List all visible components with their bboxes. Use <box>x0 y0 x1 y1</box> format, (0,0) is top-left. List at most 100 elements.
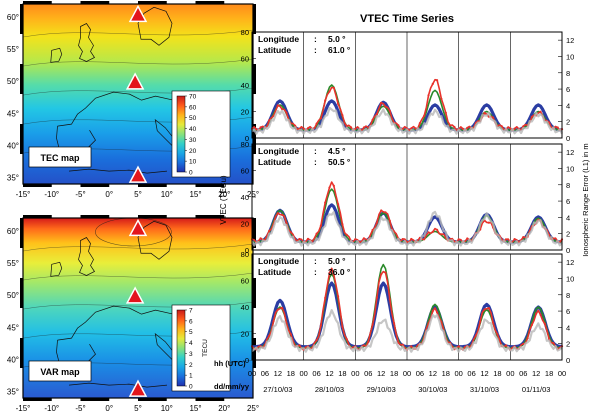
ytick-right-label: 8 <box>566 291 570 300</box>
frame-tick <box>20 278 23 308</box>
data-point <box>535 312 538 315</box>
data-point <box>281 306 284 309</box>
frame-tick <box>138 1 167 4</box>
ytick-right-label: 2 <box>566 340 570 349</box>
data-point <box>492 321 495 324</box>
coastline <box>78 237 96 276</box>
data-point <box>457 238 460 241</box>
lon-tick-label: -5° <box>75 404 85 412</box>
lon-tick-label: 15° <box>189 190 201 199</box>
frame-tick <box>253 278 256 308</box>
hour-tick-label: 06 <box>519 369 527 378</box>
data-point <box>371 228 374 232</box>
hour-tick-label: 06 <box>312 369 320 378</box>
data-point <box>268 119 271 122</box>
lat-tick-label: 40° <box>7 141 19 150</box>
hour-tick-label: 18 <box>287 369 295 378</box>
data-point <box>393 322 396 325</box>
date-label: 28/10/03 <box>315 385 344 394</box>
data-point <box>388 219 391 222</box>
ytick-right-label: 4 <box>566 213 570 222</box>
data-point <box>315 232 318 235</box>
data-point <box>414 127 417 130</box>
data-point <box>371 118 374 121</box>
data-point <box>294 124 297 127</box>
data-point <box>332 86 335 89</box>
data-point <box>289 333 292 336</box>
series-line <box>252 281 563 349</box>
frame-tick <box>23 215 52 218</box>
data-point <box>362 237 365 240</box>
data-point <box>298 237 301 241</box>
data-point <box>289 231 292 234</box>
data-point <box>380 209 383 212</box>
data-point <box>324 99 327 102</box>
ytick-right-label: 0 <box>566 246 570 255</box>
lat-tick-label: 35° <box>7 388 19 397</box>
frame-tick <box>195 184 225 187</box>
data-point <box>328 90 331 93</box>
frame-tick <box>253 4 256 34</box>
data-point <box>401 238 404 241</box>
longitude-label: Longitude <box>258 256 299 266</box>
data-point <box>306 127 310 130</box>
data-point <box>410 127 413 130</box>
latitude-label: Latitude <box>258 45 291 55</box>
data-point <box>337 295 340 298</box>
colorbar <box>176 309 186 387</box>
frame-tick <box>253 218 256 248</box>
time-series-chart: VTEC Time Series020406080024681012Longit… <box>214 13 590 394</box>
colorbar-tick-label: 30 <box>189 137 197 144</box>
frame-tick <box>253 64 256 94</box>
frame-tick <box>138 398 167 401</box>
hour-tick-label: 18 <box>493 369 501 378</box>
data-point <box>384 211 387 214</box>
lon-tick-label: 0° <box>105 190 113 199</box>
data-point <box>492 116 495 119</box>
hour-tick-label: 18 <box>338 369 346 378</box>
data-point <box>306 237 310 240</box>
longitude-label: Longitude <box>258 34 299 44</box>
data-point <box>362 344 365 347</box>
data-point <box>259 126 262 129</box>
lon-tick-label: -15° <box>16 404 31 412</box>
data-point <box>371 323 374 326</box>
data-point <box>337 203 340 206</box>
data-point <box>328 271 331 275</box>
ytick-left-label: 20 <box>241 330 249 339</box>
lon-tick-label: 25° <box>247 190 259 199</box>
data-point <box>281 108 284 111</box>
colorbar <box>176 95 186 173</box>
data-point <box>328 186 331 189</box>
data-point <box>276 104 279 107</box>
date-label: 27/10/03 <box>263 385 292 394</box>
data-point <box>436 79 439 82</box>
ytick-left-label: 80 <box>241 28 249 37</box>
data-point <box>319 224 322 227</box>
frame-tick <box>20 338 23 368</box>
lon-tick-label: 5° <box>134 190 142 199</box>
ytick-left-label: 80 <box>241 250 249 259</box>
colorbar-tick-label: 40 <box>189 126 197 133</box>
panel-3: 0 20 40 60 80 0 2 4 6 8 10 12 Longitude: 5.0 ° Latitud… <box>241 250 575 365</box>
series-line <box>251 210 563 247</box>
longitude-value: 5.0 ° <box>328 34 346 44</box>
frame-tick <box>253 338 256 368</box>
data-point <box>466 126 469 129</box>
data-point <box>487 221 490 224</box>
data-point <box>556 126 559 129</box>
frame-tick <box>20 64 23 94</box>
frame-tick <box>80 184 110 187</box>
longitude-value: 5.0 ° <box>328 256 346 266</box>
hour-tick-label: 00 <box>506 369 514 378</box>
data-point <box>324 201 327 204</box>
data-point <box>509 127 512 130</box>
data-point <box>276 308 279 311</box>
data-point <box>255 128 258 131</box>
ytick-right-label: 2 <box>566 118 570 127</box>
ytick-right-label: 8 <box>566 69 570 78</box>
hour-tick-label: 00 <box>351 369 359 378</box>
data-point <box>436 311 439 314</box>
ytick-right-label: 10 <box>566 164 574 173</box>
